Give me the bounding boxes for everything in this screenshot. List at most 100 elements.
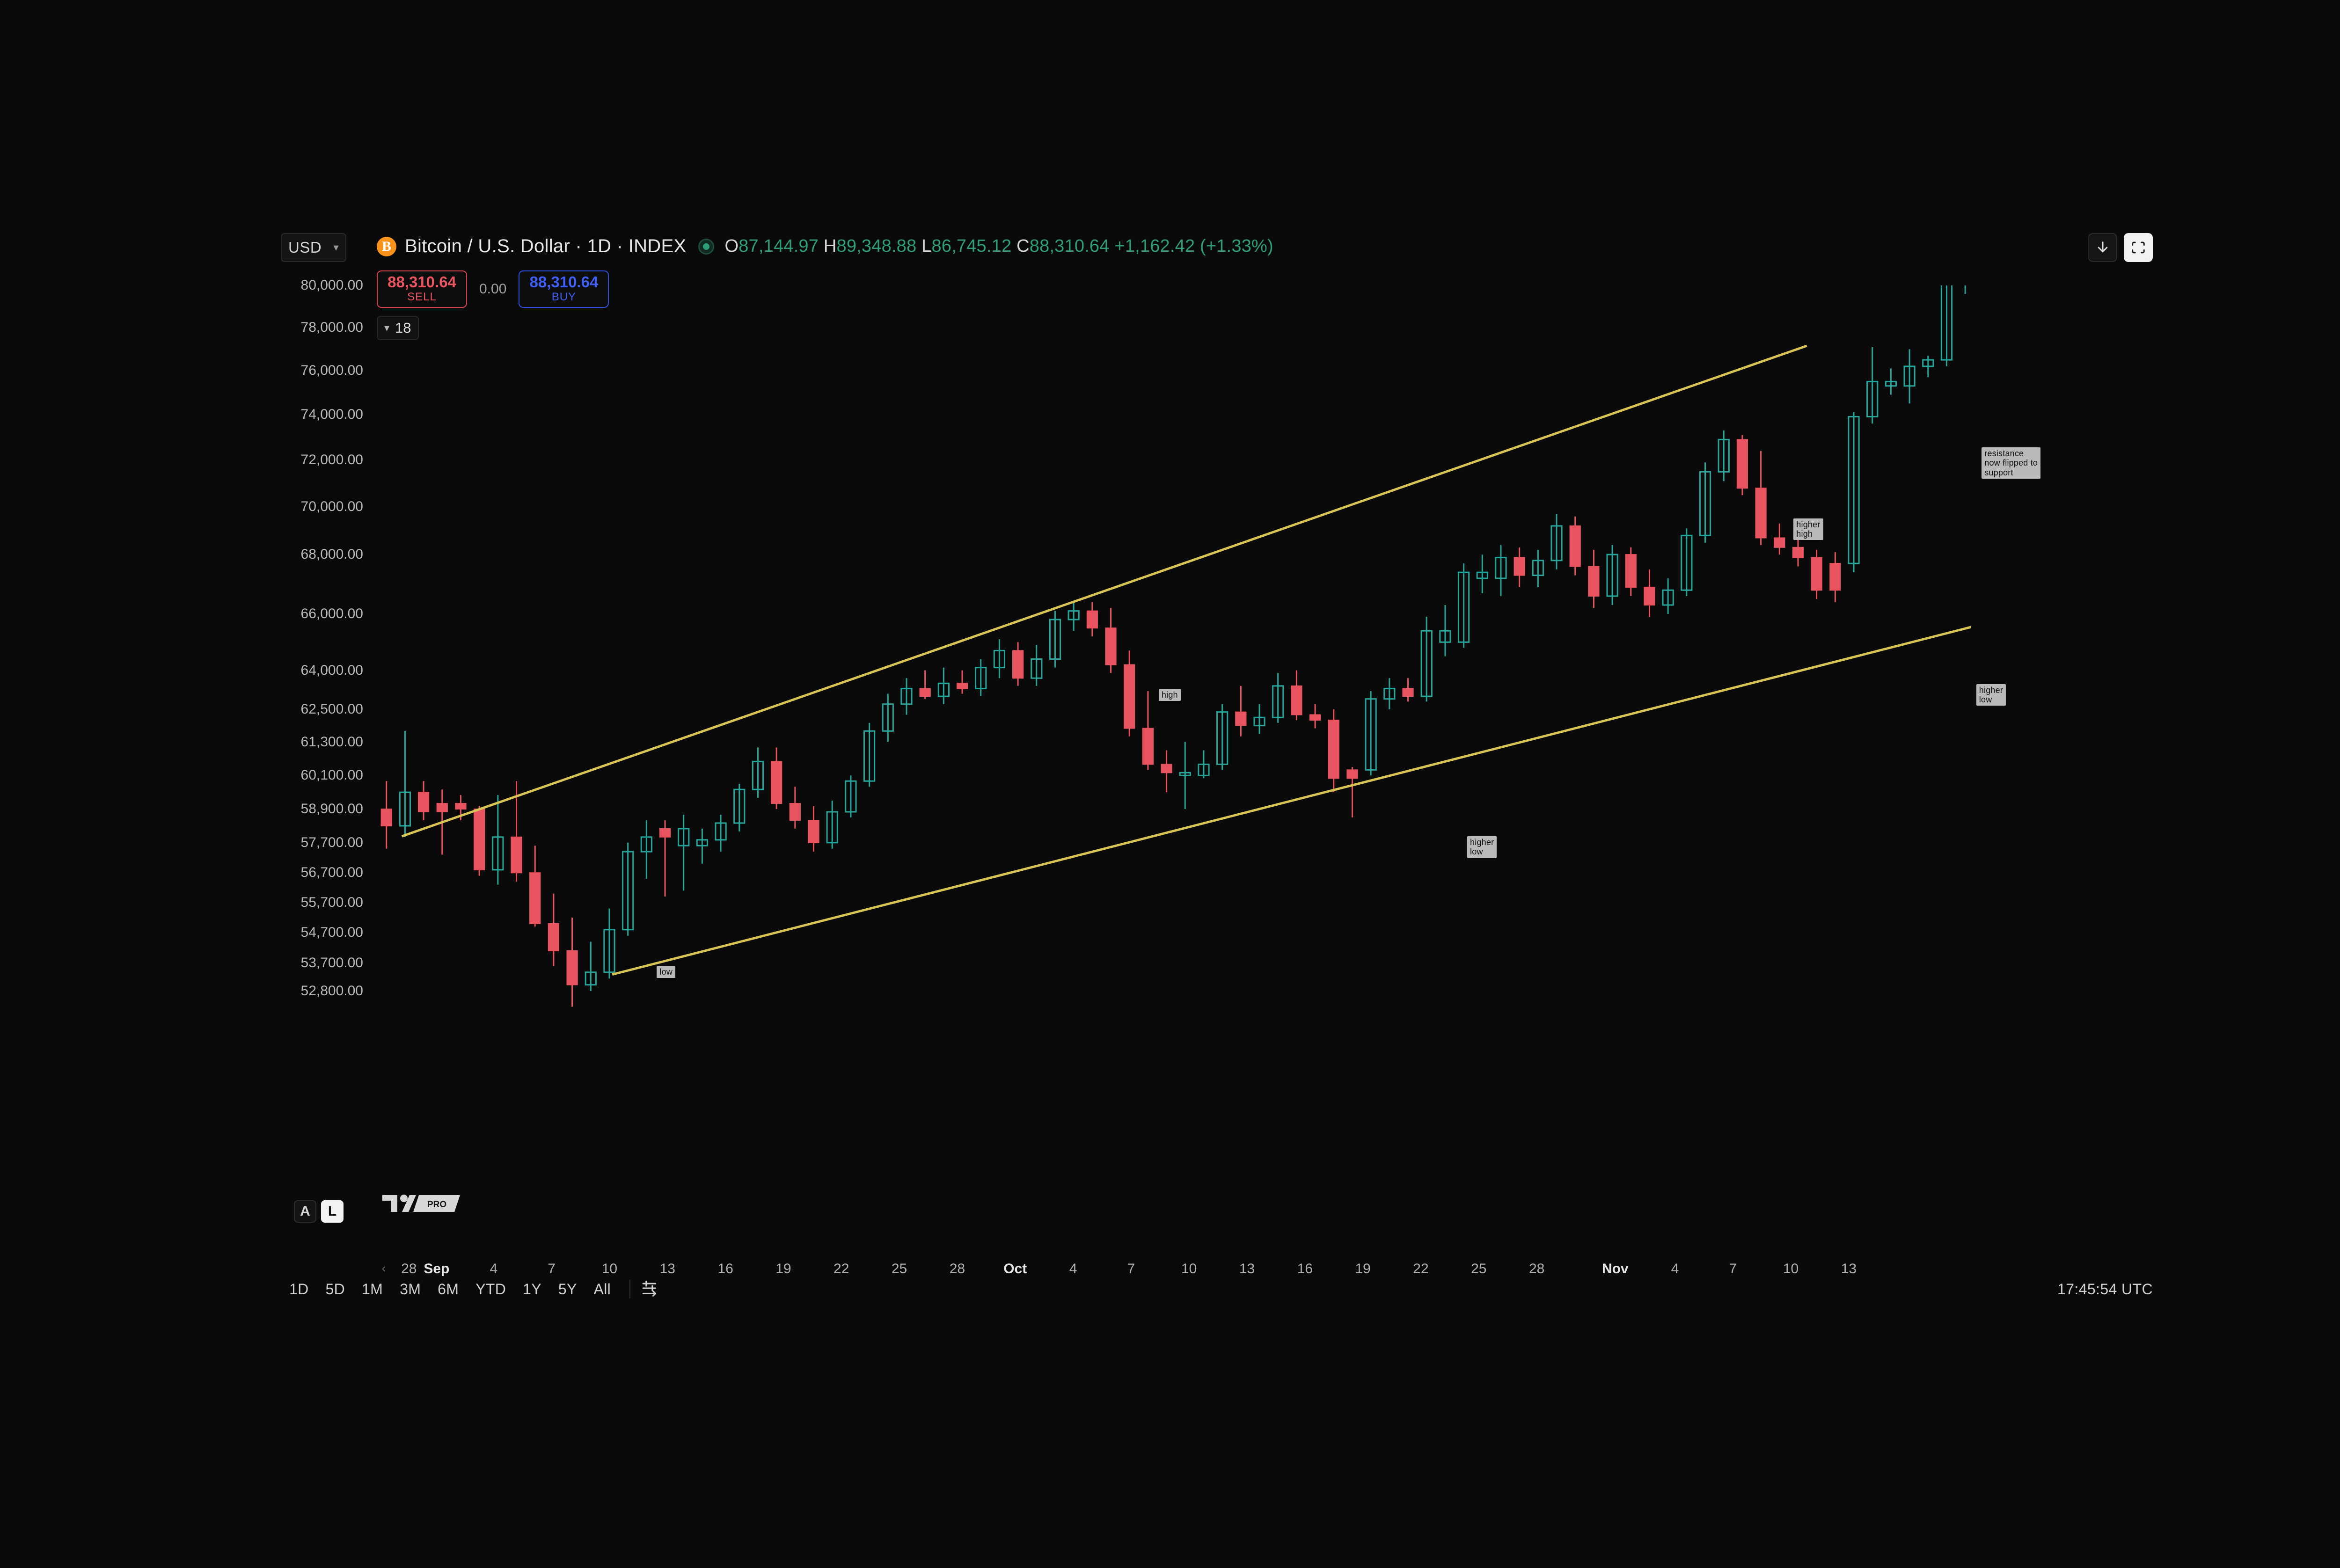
- time-axis[interactable]: ‹ 28 Sep 4 7 10 13 16 19 22 25 28 Oct 4 7 10 13 16 19 22 25 2…: [370, 1261, 2153, 1289]
- currency-select-value: USD: [288, 239, 322, 256]
- lower-support-line[interactable]: [612, 626, 1971, 976]
- download-icon[interactable]: [2088, 233, 2117, 262]
- price-tick: 78,000.00: [300, 320, 363, 335]
- price-tick: 54,700.00: [300, 925, 363, 941]
- candle-body: [1105, 627, 1117, 665]
- timeframe-5y[interactable]: 5Y: [558, 1280, 577, 1298]
- higher-high-label[interactable]: higher high: [1793, 518, 1823, 540]
- calendar-range-icon[interactable]: [641, 1280, 659, 1299]
- spread-value: 0.00: [479, 281, 507, 297]
- chart-header: USD ▾ B Bitcoin / U.S. Dollar · 1D · IND…: [281, 229, 2153, 340]
- time-tick: 28: [401, 1261, 417, 1276]
- currency-select[interactable]: USD ▾: [281, 233, 346, 262]
- candle-body: [789, 803, 801, 821]
- price-tick: 74,000.00: [300, 406, 363, 422]
- resistance-flipped-label[interactable]: resistance now flipped to support: [1982, 447, 2041, 479]
- candle-body: [1031, 658, 1043, 679]
- time-tick: 22: [1413, 1261, 1429, 1276]
- timeframe-5d[interactable]: 5D: [325, 1280, 345, 1298]
- ohlc-low-value: 86,745.12: [931, 236, 1012, 256]
- candle-body: [1365, 698, 1377, 771]
- timeframe-1d[interactable]: 1D: [289, 1280, 309, 1298]
- sell-button[interactable]: 88,310.64 SELL: [377, 270, 467, 308]
- candle-body: [492, 836, 504, 871]
- price-tick: 62,500.00: [300, 701, 363, 717]
- candle-body: [1439, 630, 1451, 643]
- candle-body: [529, 872, 541, 924]
- time-tick: 25: [1471, 1261, 1487, 1276]
- candle-body: [1420, 630, 1433, 697]
- candlestick-plot[interactable]: low high higher low higher high higher low re…: [370, 285, 2153, 1259]
- ohlc-change-value: +1,162.42 (+1.33%): [1114, 236, 1273, 256]
- trade-buttons-row: 88,310.64 SELL 0.00 88,310.64 BUY: [377, 270, 609, 308]
- log-scale-button[interactable]: L: [321, 1200, 344, 1223]
- candle-body: [696, 839, 709, 846]
- candle-body: [659, 828, 671, 838]
- time-tick: 16: [1297, 1261, 1313, 1276]
- chevron-down-icon: ▾: [384, 322, 390, 334]
- candle-body: [1124, 664, 1135, 729]
- candle-body: [417, 792, 430, 813]
- time-tick: 28: [1528, 1261, 1545, 1276]
- ohlc-high-label: H: [823, 236, 837, 256]
- time-tick: Oct: [1003, 1261, 1027, 1276]
- price-tick: 76,000.00: [300, 363, 363, 378]
- candle-body: [937, 682, 950, 697]
- ohlc-open-value: 87,144.97: [739, 236, 819, 256]
- candle-body: [511, 836, 522, 874]
- candle-body: [1885, 380, 1897, 387]
- chevron-down-icon: ▾: [333, 241, 339, 253]
- indicators-badge[interactable]: ▾ 18: [377, 316, 419, 340]
- market-status-icon: [698, 238, 715, 255]
- timeframe-1y[interactable]: 1Y: [523, 1280, 541, 1298]
- candle-body: [1662, 589, 1674, 606]
- price-tick: 58,900.00: [300, 801, 363, 817]
- low-label[interactable]: low: [657, 965, 676, 978]
- time-tick: 7: [548, 1261, 556, 1276]
- auto-scale-button[interactable]: A: [294, 1200, 316, 1223]
- chart-footer: 1D 5D 1M 3M 6M YTD 1Y 5Y All 17:45:54 UTC: [281, 1273, 2153, 1305]
- timeframe-1m[interactable]: 1M: [362, 1280, 383, 1298]
- higher-low-left-label[interactable]: higher low: [1467, 836, 1497, 858]
- header-icon-group: [2088, 233, 2153, 262]
- candle-body: [1068, 610, 1080, 620]
- candle-body: [1161, 764, 1172, 773]
- higher-low-right-label[interactable]: higher low: [1976, 684, 2006, 706]
- chart-pane[interactable]: 80,000.00 78,000.00 76,000.00 74,000.00 72,0…: [281, 277, 2153, 1277]
- high-label[interactable]: high: [1158, 689, 1181, 701]
- timeframe-6m[interactable]: 6M: [438, 1280, 459, 1298]
- candle-body: [1755, 488, 1767, 539]
- timeframe-all[interactable]: All: [593, 1280, 611, 1298]
- candle-body: [1699, 471, 1711, 536]
- time-tick: 7: [1127, 1261, 1135, 1276]
- candle-body: [1291, 685, 1302, 715]
- timeframe-row[interactable]: 1D 5D 1M 3M 6M YTD 1Y 5Y All: [281, 1281, 619, 1298]
- candle-body: [1644, 586, 1655, 605]
- buy-button[interactable]: 88,310.64 BUY: [519, 270, 609, 308]
- fullscreen-icon[interactable]: [2124, 233, 2153, 262]
- candle-body: [900, 687, 913, 705]
- collapse-time-marker[interactable]: ‹: [381, 1261, 386, 1275]
- time-tick: 16: [717, 1261, 733, 1276]
- candle-body: [1012, 650, 1024, 679]
- candle-body: [1903, 365, 1916, 387]
- candle-body: [1606, 554, 1618, 597]
- bitcoin-icon: B: [377, 236, 396, 256]
- time-tick: 10: [601, 1261, 618, 1276]
- candle-body: [474, 809, 485, 870]
- symbol-title[interactable]: Bitcoin / U.S. Dollar · 1D · INDEX: [405, 236, 687, 256]
- time-tick: 13: [1239, 1261, 1255, 1276]
- upper-resistance-line[interactable]: [401, 344, 1807, 838]
- candle-series: [380, 285, 1966, 1007]
- candle-body: [566, 950, 578, 985]
- time-tick: Nov: [1601, 1261, 1629, 1276]
- candle-body: [1532, 560, 1544, 576]
- chart-svg: [380, 285, 1971, 1007]
- price-axis[interactable]: 80,000.00 78,000.00 76,000.00 74,000.00 72,0…: [281, 277, 370, 1259]
- candle-body: [1272, 685, 1284, 718]
- timeframe-ytd[interactable]: YTD: [475, 1280, 506, 1298]
- price-tick: 60,100.00: [300, 767, 363, 783]
- timeframe-3m[interactable]: 3M: [400, 1280, 421, 1298]
- candle-body: [808, 819, 819, 843]
